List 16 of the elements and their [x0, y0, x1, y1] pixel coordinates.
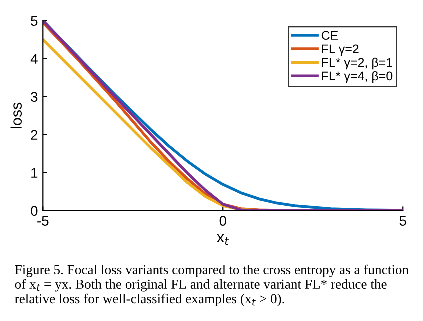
- y-tick-label: 4: [30, 54, 38, 64]
- y-tick-label: 0: [31, 206, 38, 216]
- x-tick-label: 5: [400, 216, 406, 226]
- x-tick-label: 0: [220, 216, 226, 226]
- legend-label: FL* γ=2, β=1: [322, 58, 393, 70]
- legend-label: FL* γ=4, β=0: [322, 71, 393, 84]
- legend-label: CE: [322, 31, 338, 40]
- x-axis-title: x$_{t}$: [217, 234, 230, 246]
- y-tick-label: 5: [31, 16, 38, 26]
- legend-label: FL γ=2: [322, 44, 359, 56]
- caption: Figure 5. Focal loss variants compared to the cross entropy as a function of x$_{t}$ = yx. Both the original FL and alternate variant FL* reduce the relative loss for well-classified examples (x$_{t}$ > 0).: [15, 264, 409, 306]
- y-tick-label: 1: [32, 168, 38, 178]
- x-tick-label: -5: [38, 216, 49, 226]
- y-tick-label: 2: [31, 130, 38, 140]
- y-axis-title: loss: [10, 102, 22, 128]
- y-tick-label: 3: [31, 92, 38, 102]
